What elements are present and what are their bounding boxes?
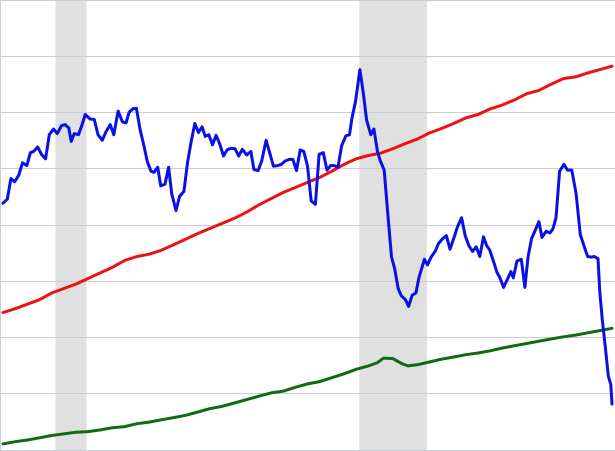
series-lines <box>1 64 614 446</box>
series-blue-line <box>1 68 614 406</box>
series-green-line <box>1 326 614 446</box>
series-red-line <box>1 64 614 315</box>
